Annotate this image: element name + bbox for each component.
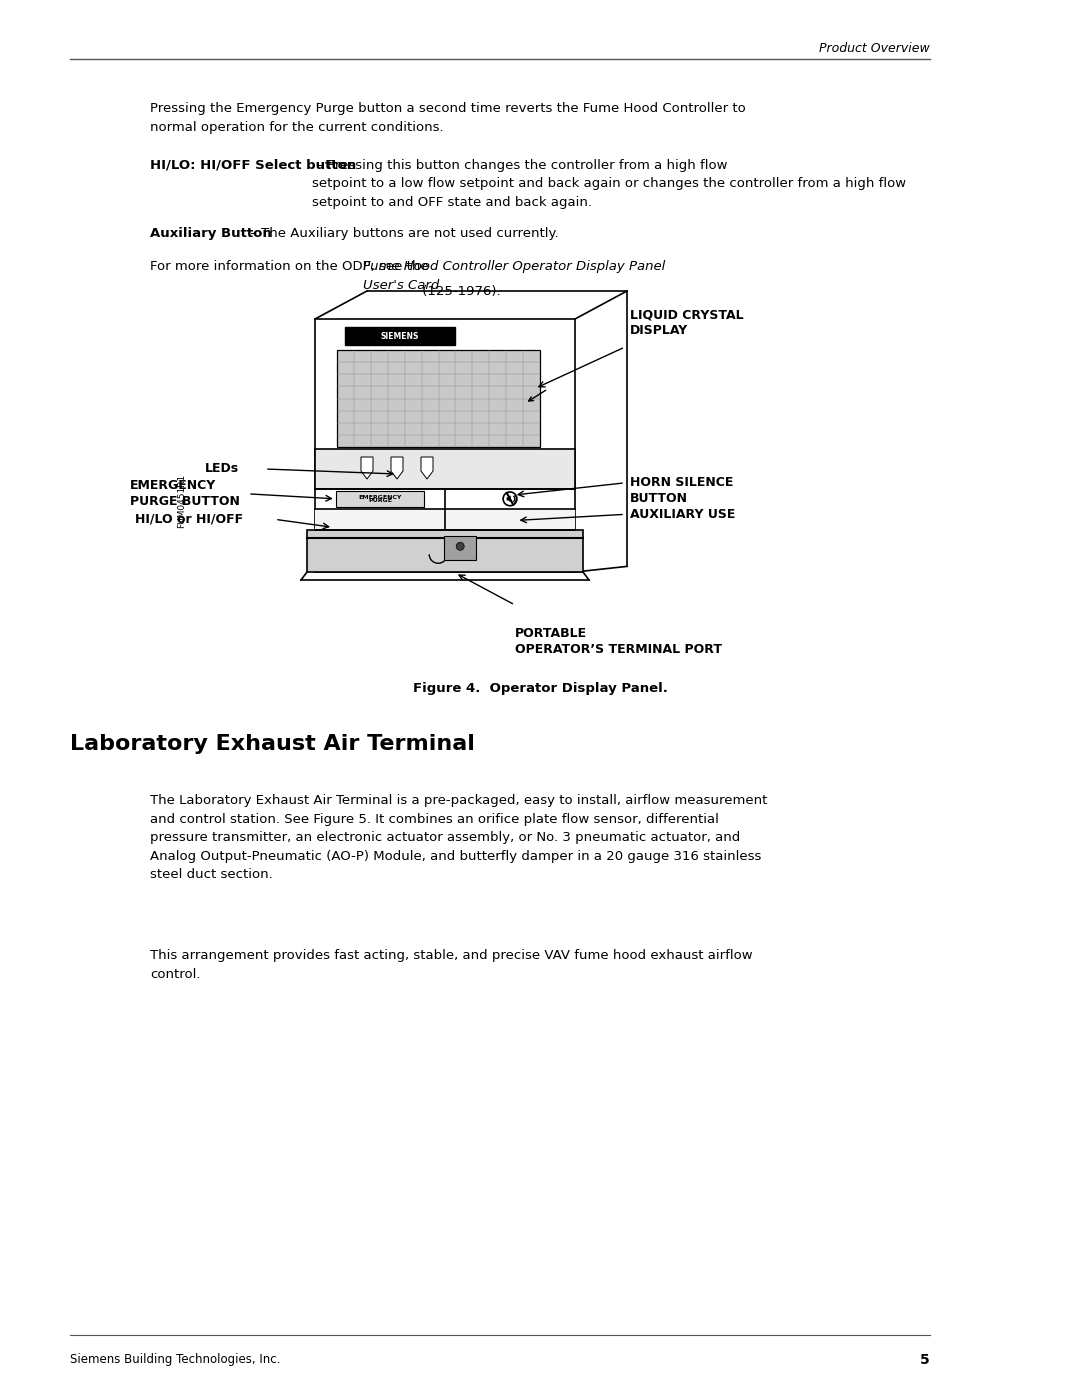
Text: Auxiliary Button: Auxiliary Button (150, 226, 272, 240)
Polygon shape (361, 457, 373, 479)
Circle shape (456, 542, 464, 550)
Text: For more information on the ODP, see the: For more information on the ODP, see the (150, 260, 433, 272)
FancyBboxPatch shape (315, 448, 575, 489)
Text: HI/LO or HI/OFF: HI/LO or HI/OFF (135, 513, 243, 525)
Text: Fume Hood Controller Operator Display Panel
User's Card: Fume Hood Controller Operator Display Pa… (363, 260, 665, 292)
Text: SIEMENS: SIEMENS (381, 331, 419, 341)
Text: EMERGENCY
PURGE BUTTON: EMERGENCY PURGE BUTTON (130, 479, 240, 509)
FancyBboxPatch shape (444, 536, 476, 560)
Text: PURGE: PURGE (368, 499, 392, 503)
Text: PORTABLE
OPERATOR’S TERMINAL PORT: PORTABLE OPERATOR’S TERMINAL PORT (515, 627, 723, 657)
Text: This arrangement provides fast acting, stable, and precise VAV fume hood exhaust: This arrangement provides fast acting, s… (150, 949, 753, 981)
Text: – Pressing this button changes the controller from a high flow
setpoint to a low: – Pressing this button changes the contr… (312, 159, 906, 210)
Text: Pressing the Emergency Purge button a second time reverts the Fume Hood Controll: Pressing the Emergency Purge button a se… (150, 102, 746, 134)
Text: LIQUID CRYSTAL
DISPLAY: LIQUID CRYSTAL DISPLAY (630, 307, 744, 337)
FancyBboxPatch shape (445, 509, 575, 529)
Polygon shape (507, 496, 511, 502)
Text: Laboratory Exhaust Air Terminal: Laboratory Exhaust Air Terminal (70, 733, 475, 754)
Text: Product Overview: Product Overview (820, 42, 930, 54)
Text: HORN SILENCE
BUTTON: HORN SILENCE BUTTON (630, 476, 733, 506)
FancyBboxPatch shape (337, 351, 540, 447)
FancyBboxPatch shape (315, 509, 445, 529)
Polygon shape (421, 457, 433, 479)
Text: HI/LO: HI/OFF Select button: HI/LO: HI/OFF Select button (150, 159, 356, 172)
Text: LEDs: LEDs (205, 462, 239, 475)
Text: 5: 5 (920, 1354, 930, 1368)
Text: AUXILIARY USE: AUXILIARY USE (630, 509, 735, 521)
Text: Siemens Building Technologies, Inc.: Siemens Building Technologies, Inc. (70, 1354, 281, 1366)
Text: EMERGENCY: EMERGENCY (359, 495, 402, 500)
Polygon shape (391, 457, 403, 479)
Text: FUM0451R1: FUM0451R1 (177, 474, 187, 528)
Text: The Laboratory Exhaust Air Terminal is a pre-packaged, easy to install, airflow : The Laboratory Exhaust Air Terminal is a… (150, 793, 768, 882)
FancyBboxPatch shape (345, 327, 455, 345)
Circle shape (503, 492, 517, 506)
Polygon shape (315, 319, 575, 571)
FancyBboxPatch shape (307, 529, 583, 571)
FancyBboxPatch shape (336, 490, 424, 507)
Text: (125-1976).: (125-1976). (418, 285, 501, 298)
Text: – The Auxiliary buttons are not used currently.: – The Auxiliary buttons are not used cur… (246, 226, 558, 240)
Text: Figure 4.  Operator Display Panel.: Figure 4. Operator Display Panel. (413, 682, 667, 694)
